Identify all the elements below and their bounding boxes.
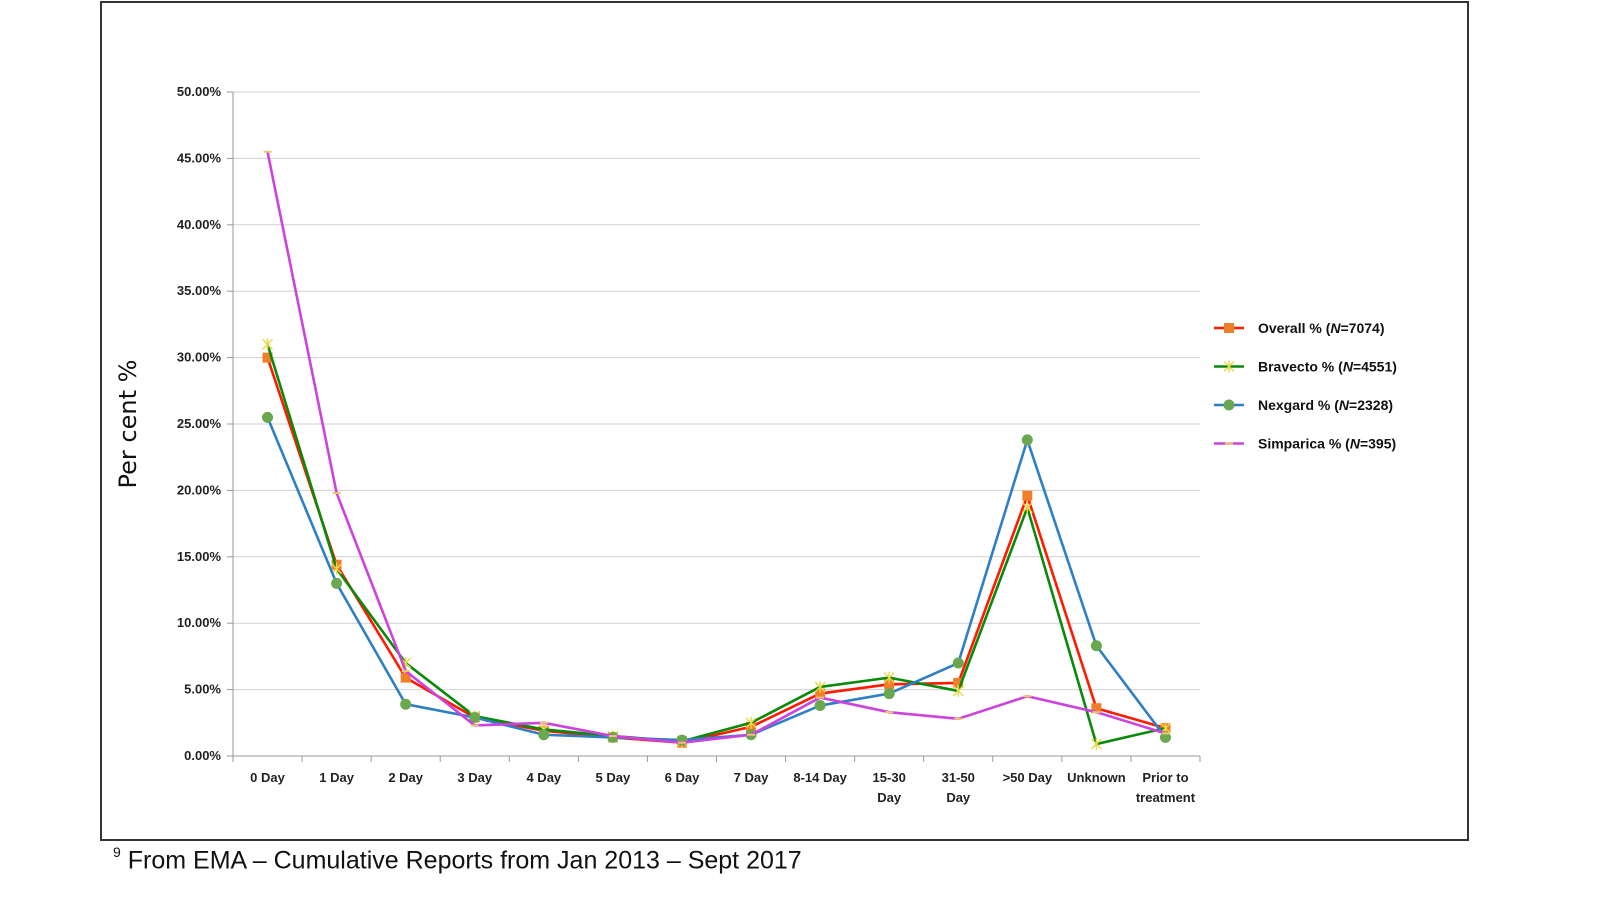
y-tick-label: 35.00% bbox=[177, 283, 222, 298]
series-2 bbox=[262, 411, 1171, 746]
data-point-marker bbox=[952, 684, 964, 697]
y-tick-label: 5.00% bbox=[184, 682, 221, 697]
chart-frame: 0.00% 5.00% 10.00% 15.00% 20.00% 25.00% 30.00%… bbox=[100, 1, 1469, 841]
y-tick-label: 10.00% bbox=[177, 615, 222, 630]
x-tick-label: 8-14 Day bbox=[793, 770, 847, 785]
x-tick-label: 0 Day bbox=[250, 770, 285, 785]
footnote-text: From EMA – Cumulative Reports from Jan 2… bbox=[127, 846, 802, 875]
series-line bbox=[266, 151, 1166, 745]
series-line bbox=[266, 357, 1166, 745]
footnote-marker: 9 bbox=[113, 844, 121, 860]
y-tick-label: 30.00% bbox=[177, 350, 222, 365]
data-point-marker bbox=[1091, 703, 1102, 714]
legend: Overall % (N=7074) Bravecto % (N=4551) Nex… bbox=[1214, 320, 1397, 452]
legend-label: Bravecto % (N=4551) bbox=[1258, 359, 1397, 375]
data-point-marker bbox=[538, 729, 550, 741]
data-point-marker bbox=[1021, 434, 1033, 446]
data-point-marker bbox=[884, 679, 895, 690]
axes bbox=[227, 91, 1201, 762]
x-tick-label: 3 Day bbox=[457, 770, 492, 785]
legend-item: Overall % (N=7074) bbox=[1214, 320, 1384, 336]
data-point-marker bbox=[1223, 399, 1235, 411]
footnote: 9 From EMA – Cumulative Reports from Jan… bbox=[113, 844, 802, 875]
y-tick-label: 20.00% bbox=[177, 482, 222, 497]
series-line bbox=[266, 343, 1166, 746]
data-point-marker bbox=[815, 688, 826, 699]
tick-labels: 0.00% 5.00% 10.00% 15.00% 20.00% 25.00% 30.00%… bbox=[114, 84, 1196, 805]
data-point-marker bbox=[1022, 490, 1033, 501]
data-point-marker bbox=[953, 677, 964, 688]
data-point-marker bbox=[952, 657, 964, 669]
data-point-marker bbox=[1090, 640, 1102, 652]
data-point-marker bbox=[262, 338, 274, 351]
data-point-marker bbox=[262, 352, 273, 363]
x-tick-label: 6 Day bbox=[665, 770, 700, 785]
x-tick-label: Unknown bbox=[1067, 770, 1126, 785]
x-tick-label: Prior to treatment bbox=[1136, 770, 1196, 805]
x-tick-label: 31-50 Day bbox=[942, 770, 975, 805]
x-tick-label: 7 Day bbox=[734, 770, 769, 785]
line-chart: 0.00% 5.00% 10.00% 15.00% 20.00% 25.00% 30.00%… bbox=[114, 84, 1397, 805]
series-lines bbox=[262, 150, 1171, 751]
x-tick-label: 15-30 Day bbox=[873, 770, 906, 805]
legend-label: Simparica % (N=395) bbox=[1258, 436, 1396, 452]
legend-item: Simparica % (N=395) bbox=[1214, 436, 1396, 452]
series-1 bbox=[262, 338, 1171, 751]
y-tick-label: 50.00% bbox=[177, 84, 222, 99]
y-tick-label: 40.00% bbox=[177, 217, 222, 232]
x-tick-label: 2 Day bbox=[388, 770, 423, 785]
y-tick-label: 45.00% bbox=[177, 150, 222, 165]
data-point-marker bbox=[1021, 501, 1033, 514]
y-axis-title: Per cent % bbox=[114, 360, 142, 489]
data-point-marker bbox=[745, 716, 757, 729]
x-tick-label: 5 Day bbox=[596, 770, 631, 785]
y-tick-label: 0.00% bbox=[184, 748, 221, 763]
data-point-marker bbox=[262, 411, 274, 423]
y-tick-label: 15.00% bbox=[177, 549, 222, 564]
x-tick-label: 1 Day bbox=[319, 770, 354, 785]
data-point-marker bbox=[400, 672, 411, 683]
gridlines bbox=[233, 91, 1200, 757]
data-point-marker bbox=[814, 700, 826, 712]
series-0 bbox=[262, 352, 1171, 748]
data-point-marker bbox=[814, 680, 826, 693]
x-tick-label: 4 Day bbox=[526, 770, 561, 785]
series-3 bbox=[263, 150, 1170, 745]
x-tick-label: >50 Day bbox=[1003, 770, 1053, 785]
y-tick-label: 25.00% bbox=[177, 416, 222, 431]
data-point-marker bbox=[469, 711, 481, 723]
data-point-marker bbox=[1224, 323, 1234, 333]
data-point-marker bbox=[883, 688, 895, 700]
data-point-marker bbox=[1223, 360, 1235, 373]
data-point-marker bbox=[1159, 731, 1171, 743]
data-point-marker bbox=[331, 577, 343, 589]
data-point-marker bbox=[400, 698, 412, 710]
legend-item: Nexgard % (N=2328) bbox=[1214, 397, 1393, 413]
legend-item: Bravecto % (N=4551) bbox=[1214, 359, 1397, 375]
data-point-marker bbox=[1090, 738, 1102, 751]
data-point-marker bbox=[883, 671, 895, 684]
series-line bbox=[266, 416, 1167, 742]
legend-label: Nexgard % (N=2328) bbox=[1258, 397, 1393, 413]
legend-label: Overall % (N=7074) bbox=[1258, 320, 1384, 336]
